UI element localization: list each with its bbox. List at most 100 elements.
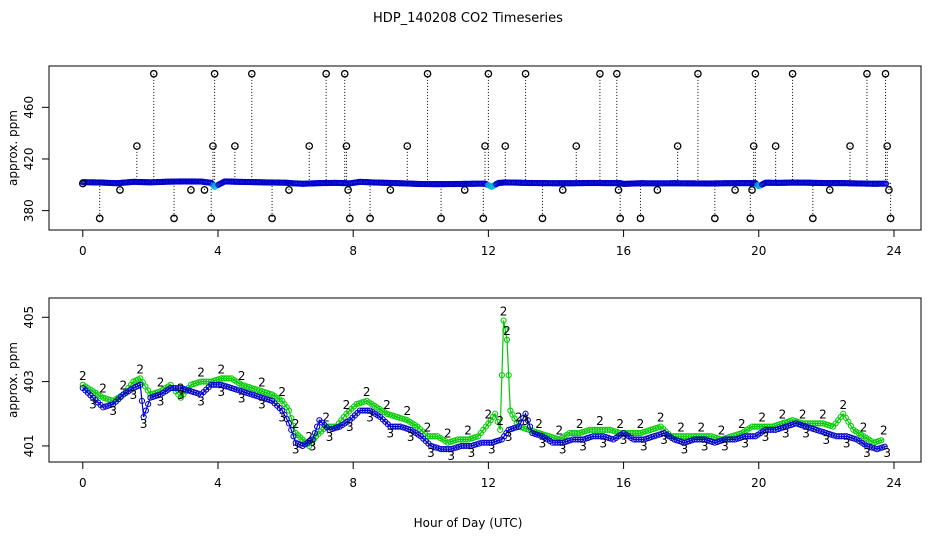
series-symbol-label: 3: [157, 394, 165, 408]
series-point: [266, 396, 273, 404]
x-tick-label: 20: [751, 476, 766, 490]
y-tick-label: 403: [22, 370, 36, 393]
series-symbol-label: 2: [500, 305, 508, 319]
baseline-point: [754, 182, 761, 189]
series-symbol-label: 2: [535, 417, 543, 431]
spike-point: [210, 69, 219, 78]
spike-point: [808, 214, 817, 223]
series-symbol-label: 3: [407, 430, 415, 444]
series-point: [875, 437, 882, 445]
spike-point: [612, 69, 621, 78]
series-symbol-label: 3: [802, 427, 810, 441]
spike-point: [538, 214, 547, 223]
series-symbol-label: 2: [819, 407, 827, 421]
series-symbol-label: 2: [383, 398, 391, 412]
bottom-plot-frame: [48, 297, 922, 463]
series-point: [878, 437, 885, 444]
spike-point: [501, 142, 510, 150]
series-symbol-label: 3: [721, 439, 729, 453]
series-symbol-label: 3: [620, 433, 628, 447]
series-symbol-label: 2: [496, 414, 504, 428]
series-symbol-label: 3: [447, 449, 455, 463]
x-tick-label: 4: [214, 244, 222, 258]
series-point: [524, 417, 531, 424]
series-symbol-label: 2: [343, 398, 351, 412]
series-symbol-label: 3: [177, 388, 185, 402]
series-point: [405, 425, 412, 433]
series-symbol-label: 3: [488, 443, 496, 457]
series-symbol-label: 2: [136, 362, 144, 376]
series-symbol-label: 3: [309, 439, 317, 453]
spike-point: [694, 69, 702, 78]
y-tick-label: 420: [22, 148, 36, 171]
spike-point: [231, 142, 239, 150]
series-symbol-label: 2: [503, 324, 511, 338]
top-y-axis-label: approx. ppm: [6, 110, 20, 186]
spike-point: [481, 142, 489, 150]
series-point: [285, 420, 293, 427]
series-symbol-label: 2: [464, 423, 472, 437]
bottom-y-axis: 401 403 405: [22, 306, 49, 457]
spike-point: [673, 142, 682, 150]
spike-point: [746, 214, 755, 223]
y-tick-label: 380: [22, 199, 36, 222]
series-point: [145, 401, 152, 408]
x-tick-label: 16: [616, 244, 631, 258]
spike-point: [344, 186, 352, 194]
series-symbol-label: 3: [140, 417, 148, 431]
series-symbol-label: 2: [596, 414, 604, 428]
series-symbol-label: 3: [599, 436, 607, 450]
spike-point: [636, 214, 645, 223]
series-point: [154, 392, 162, 399]
series-symbol-label: 2: [576, 417, 584, 431]
spike-point: [149, 69, 158, 78]
spike-point: [616, 214, 625, 223]
series-symbol-label: 2: [697, 420, 705, 434]
x-tick-label: 4: [214, 476, 222, 490]
series-symbol-label: 2: [556, 423, 564, 437]
series-symbol-label: 3: [366, 411, 374, 425]
series-symbol-label: 3: [883, 446, 891, 460]
x-tick-label: 20: [751, 244, 766, 258]
series-symbol-label: 3: [468, 446, 476, 460]
series-symbol-label: 2: [485, 407, 493, 421]
spike-point: [731, 186, 739, 194]
series-symbol-label: 3: [823, 433, 831, 447]
spike-point: [748, 186, 756, 194]
spike-point: [285, 186, 293, 194]
spike-point: [207, 214, 216, 223]
series-symbol-label: 2: [424, 420, 432, 434]
series-symbol-label: 2: [403, 404, 411, 418]
x-tick-label: 0: [79, 476, 87, 490]
top-panel: 0 4 8 12 16 20 24 380 420 460 approx. ppm: [6, 65, 922, 258]
spike-point: [133, 142, 141, 150]
series-symbol-label: 3: [258, 398, 266, 412]
series-point: [107, 401, 114, 409]
series-symbol-label: 2: [677, 420, 685, 434]
series-point: [309, 436, 316, 443]
series-point: [285, 407, 293, 414]
series-symbol-label: 2: [839, 398, 847, 412]
figure-title: HDP_140208 CO2 Timeseries: [373, 11, 563, 26]
series-symbol-label: 3: [843, 436, 851, 450]
series-symbol-label: 2: [157, 375, 165, 389]
top-drop-lines: [82, 73, 892, 219]
spike-point: [78, 179, 87, 188]
series-symbol-label: 3: [427, 446, 435, 460]
spike-point: [881, 69, 890, 78]
spike-point: [479, 214, 488, 223]
series-symbol-label: 3: [278, 411, 286, 425]
top-spike-points: [78, 69, 895, 223]
series-point: [290, 433, 297, 440]
series-line: [82, 320, 884, 447]
series-symbol-label: 3: [701, 439, 709, 453]
series-symbol-label: 3: [522, 414, 530, 428]
x-tick-label: 24: [886, 476, 901, 490]
y-tick-label: 460: [22, 96, 36, 119]
series-symbol-label: 2: [637, 417, 645, 431]
series-symbol-label: 3: [782, 427, 790, 441]
top-plot-frame: [48, 65, 922, 231]
series-symbol-label: 2: [515, 411, 523, 425]
series-point: [881, 443, 888, 450]
